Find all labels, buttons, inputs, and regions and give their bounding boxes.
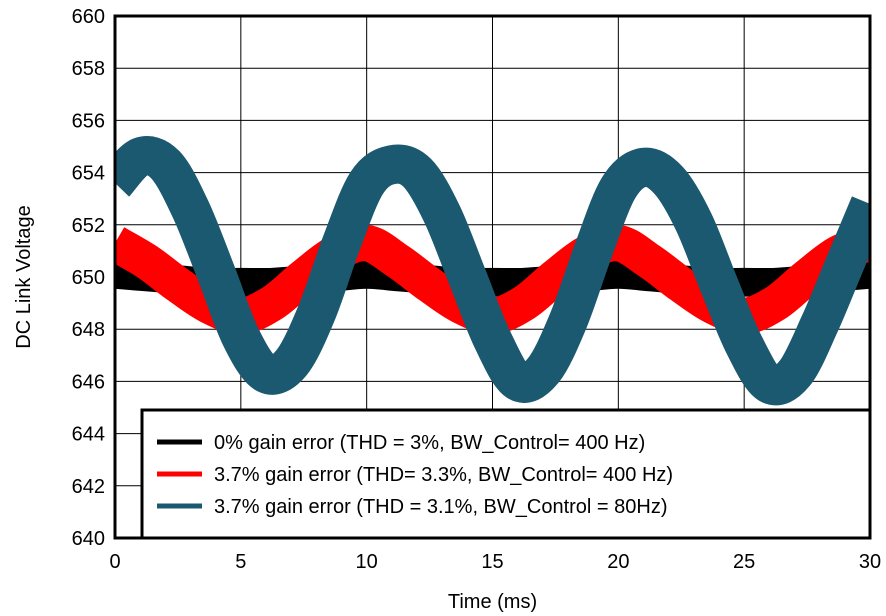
y-tick-label: 652 (72, 215, 105, 237)
y-tick-labels: 640 642 644 646 648 650 652 654 656 658 660 (72, 6, 105, 550)
y-tick-label: 644 (72, 424, 105, 446)
y-tick-label: 646 (72, 371, 105, 393)
y-tick-label: 640 (72, 528, 105, 550)
x-tick-label: 20 (607, 551, 629, 573)
series-line-3 (115, 136, 870, 406)
x-tick-label: 0 (109, 551, 120, 573)
y-axis-label: DC Link Voltage (13, 205, 35, 348)
legend-label: 3.7% gain error (THD= 3.3%, BW_Control= … (214, 464, 673, 486)
x-tick-label: 5 (235, 551, 246, 573)
x-tick-label: 10 (356, 551, 378, 573)
legend-label: 0% gain error (THD = 3%, BW_Control= 400… (214, 432, 645, 454)
x-tick-label: 15 (481, 551, 503, 573)
y-tick-label: 654 (72, 163, 105, 185)
x-axis-label: Time (ms) (448, 591, 537, 613)
legend-box (140, 408, 872, 540)
series-line-1 (115, 260, 870, 297)
y-tick-label: 658 (72, 58, 105, 80)
y-tick-label: 660 (72, 6, 105, 28)
legend: 0% gain error (THD = 3%, BW_Control= 400… (140, 408, 872, 540)
legend-label: 3.7% gain error (THD = 3.1%, BW_Control … (214, 496, 668, 518)
y-tick-label: 642 (72, 476, 105, 498)
series-group (115, 136, 870, 406)
x-tick-label: 25 (733, 551, 755, 573)
x-tick-label: 30 (859, 551, 881, 573)
y-tick-label: 648 (72, 319, 105, 341)
y-tick-label: 650 (72, 267, 105, 289)
x-tick-labels: 0 5 10 15 20 25 30 (109, 551, 881, 573)
y-tick-label: 656 (72, 110, 105, 132)
